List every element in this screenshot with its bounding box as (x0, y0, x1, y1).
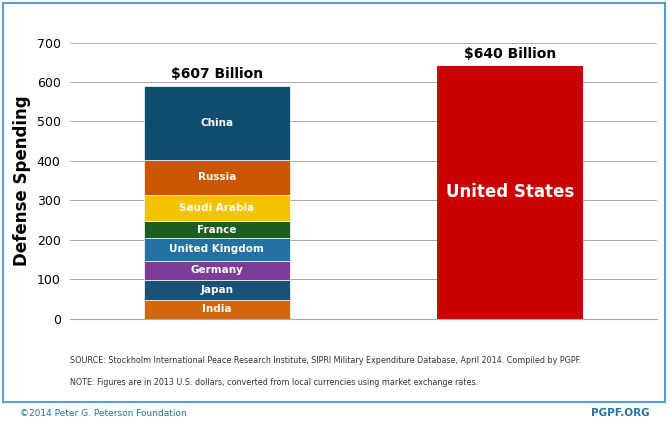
Text: China: China (200, 118, 233, 128)
Bar (437, 66, 584, 319)
Text: $607 Billion: $607 Billion (171, 67, 263, 81)
Text: Russia: Russia (198, 173, 236, 182)
Bar (143, 195, 290, 221)
Text: SOURCE: Stockholm International Peace Research Institute, SIPRI Military Expendi: SOURCE: Stockholm International Peace Re… (70, 357, 582, 366)
Bar (143, 86, 290, 160)
Bar (143, 300, 290, 319)
Text: United Kingdom: United Kingdom (170, 244, 265, 255)
Bar (143, 160, 290, 195)
Bar (143, 280, 290, 300)
Y-axis label: Defense Spending: Defense Spending (13, 95, 31, 266)
Text: PGPF.ORG: PGPF.ORG (591, 408, 650, 419)
Text: Japan: Japan (200, 285, 233, 295)
Bar (143, 221, 290, 238)
Text: France: France (197, 225, 237, 235)
Text: India: India (202, 304, 232, 314)
Text: Germany: Germany (190, 265, 243, 275)
Bar (143, 238, 290, 261)
Text: $640 Billion: $640 Billion (464, 48, 556, 62)
Text: United States: United States (446, 184, 574, 201)
Text: ©2014 Peter G. Peterson Foundation: ©2014 Peter G. Peterson Foundation (20, 410, 187, 419)
Text: NOTE: Figures are in 2013 U.S. dollars, converted from local currencies using ma: NOTE: Figures are in 2013 U.S. dollars, … (70, 378, 478, 387)
Text: Saudi Arabia: Saudi Arabia (180, 203, 255, 213)
Bar (143, 261, 290, 280)
